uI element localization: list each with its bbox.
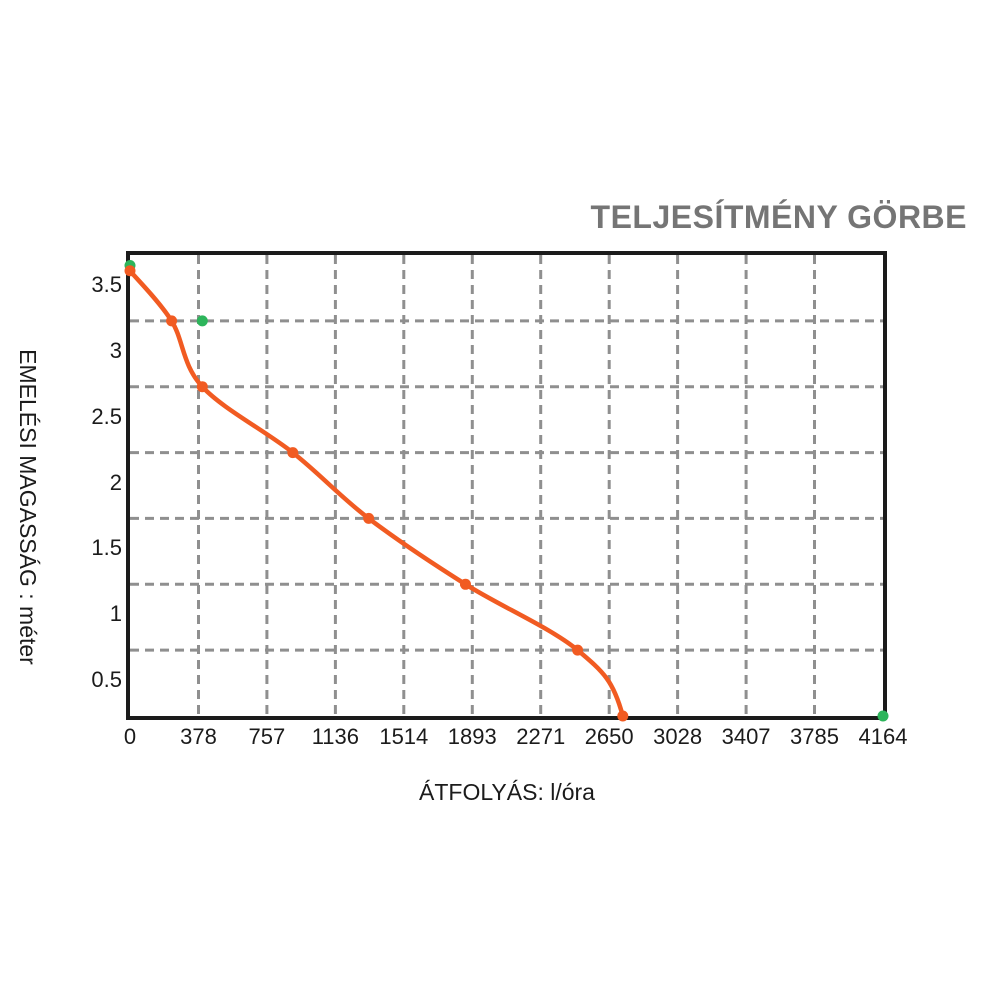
plot-canvas: [124, 255, 889, 722]
x-tick-label: 4164: [858, 724, 908, 749]
data-point-dot: [124, 265, 136, 277]
y-axis-title: EMELÉSI MAGASSÁG : méter: [15, 349, 41, 665]
x-tick-label: 1514: [379, 724, 429, 749]
data-point-dot: [363, 512, 375, 524]
y-tick-label: 3: [109, 337, 122, 363]
data-point-dot: [166, 315, 178, 327]
x-axis-title: ÁTFOLYÁS: l/óra: [419, 779, 595, 805]
y-tick-label: 3.5: [91, 271, 122, 297]
performance-curve-line: [127, 268, 626, 719]
plot-area: [124, 251, 889, 722]
y-tick-label: 0.5: [91, 667, 122, 693]
x-tick-label: 3407: [721, 724, 771, 749]
data-point-dot: [617, 710, 629, 722]
x-tick-label: 378: [180, 724, 217, 749]
y-tick-label: 1.5: [91, 535, 122, 561]
x-tick-label: 1893: [447, 724, 497, 749]
x-tick-label: 2650: [584, 724, 634, 749]
y-tick-label: 1: [109, 601, 122, 627]
limit-marker-dot: [877, 710, 889, 722]
limit-marker-dot: [196, 315, 208, 327]
x-tick-label: 757: [248, 724, 286, 749]
y-tick-label: 2: [109, 469, 122, 495]
x-tick-label: 0: [123, 724, 137, 749]
data-point-dot: [460, 578, 471, 590]
y-tick-label: 2.5: [91, 403, 122, 429]
data-point-dot: [572, 644, 584, 656]
chart-title: TELJESÍTMÉNY GÖRBE: [590, 199, 967, 235]
x-tick-label: 1136: [311, 724, 360, 749]
x-tick-label: 2271: [516, 724, 566, 749]
x-tick-label: 3785: [790, 724, 839, 749]
x-tick-label: 3028: [653, 724, 703, 749]
data-point-dot: [196, 381, 208, 393]
data-point-dot: [287, 447, 299, 459]
